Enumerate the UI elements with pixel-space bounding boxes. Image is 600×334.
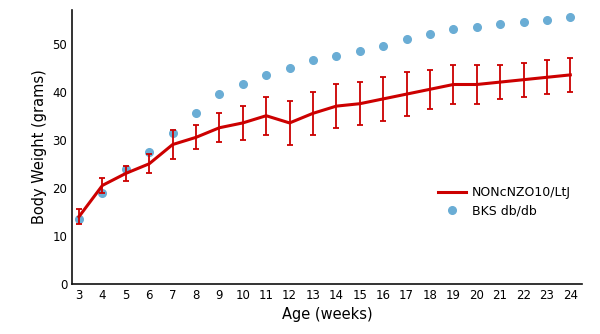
Legend: NONcNZO10/LtJ, BKS db/db: NONcNZO10/LtJ, BKS db/db: [433, 181, 576, 222]
Y-axis label: Body Weight (grams): Body Weight (grams): [32, 69, 47, 224]
X-axis label: Age (weeks): Age (weeks): [281, 307, 373, 322]
